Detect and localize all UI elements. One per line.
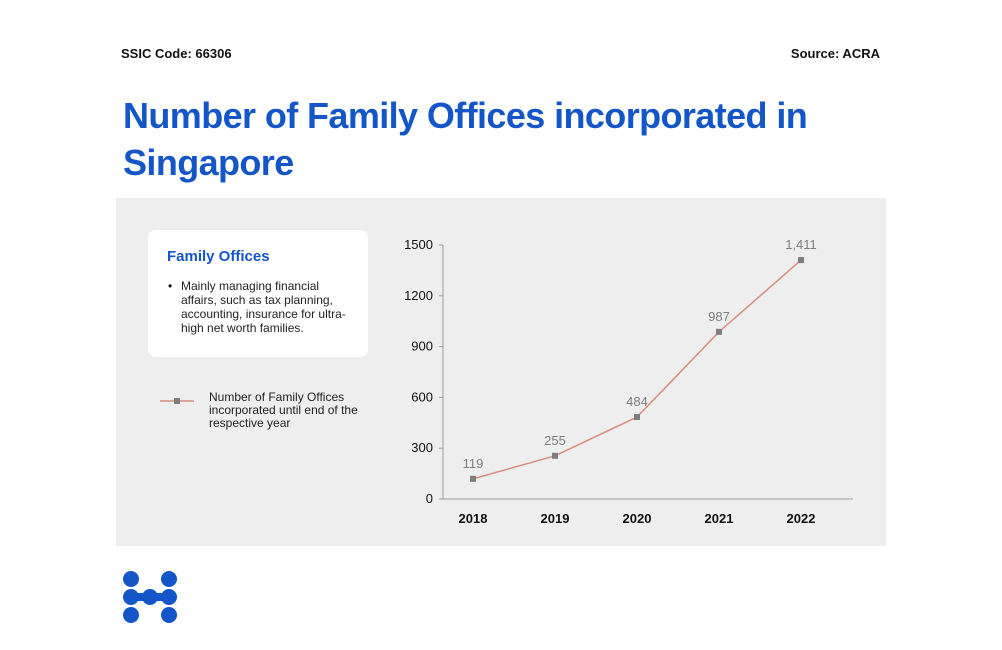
x-tick-label: 2019 [541, 511, 570, 526]
y-tick-label: 900 [411, 339, 433, 354]
y-tick-label: 1200 [404, 288, 433, 303]
data-label: 987 [708, 309, 730, 324]
legend-label: Number of Family Offices incorporated un… [209, 390, 358, 430]
x-tick-label: 2020 [623, 511, 652, 526]
data-point-marker [470, 475, 476, 482]
info-card-bullet: • Mainly managing financial affairs, such… [167, 279, 357, 335]
series-line [472, 259, 802, 480]
info-card: Family Offices • Mainly managing financia… [148, 230, 368, 357]
ssic-code: SSIC Code: 66306 [121, 46, 232, 61]
y-tick-label: 300 [411, 440, 433, 455]
y-tick-label: 1500 [404, 237, 433, 252]
data-label: 119 [463, 456, 484, 471]
chart-panel: Family Offices • Mainly managing financia… [116, 198, 886, 546]
info-card-bullets: • Mainly managing financial affairs, such… [167, 279, 357, 335]
x-tick-label: 2021 [705, 511, 734, 526]
data-label: 255 [544, 433, 566, 448]
data-point-marker [634, 414, 640, 421]
info-card-title: Family Offices [167, 248, 270, 265]
page-title: Number of Family Offices incorporated in… [123, 95, 808, 183]
data-label: 484 [626, 394, 648, 409]
data-point-marker [552, 452, 558, 459]
y-tick-label: 0 [426, 491, 433, 506]
bullet-dot-icon: • [168, 279, 173, 293]
data-label: 1,411 [785, 237, 817, 252]
info-card-bullet-text: Mainly managing financial affairs, such … [181, 279, 346, 335]
data-point-marker [798, 257, 804, 264]
x-tick-label: 2018 [459, 511, 488, 526]
x-tick-label: 2022 [787, 511, 816, 526]
brand-logo-icon [123, 571, 177, 623]
y-tick-label: 600 [411, 389, 433, 404]
line-chart: 0 300 600 900 1200 1500 2018 2019 2020 2021 2022 11… [404, 237, 853, 526]
source-note: Source: ACRA [790, 46, 880, 61]
legend-line-marker-icon [160, 398, 194, 404]
data-point-marker [716, 328, 722, 335]
